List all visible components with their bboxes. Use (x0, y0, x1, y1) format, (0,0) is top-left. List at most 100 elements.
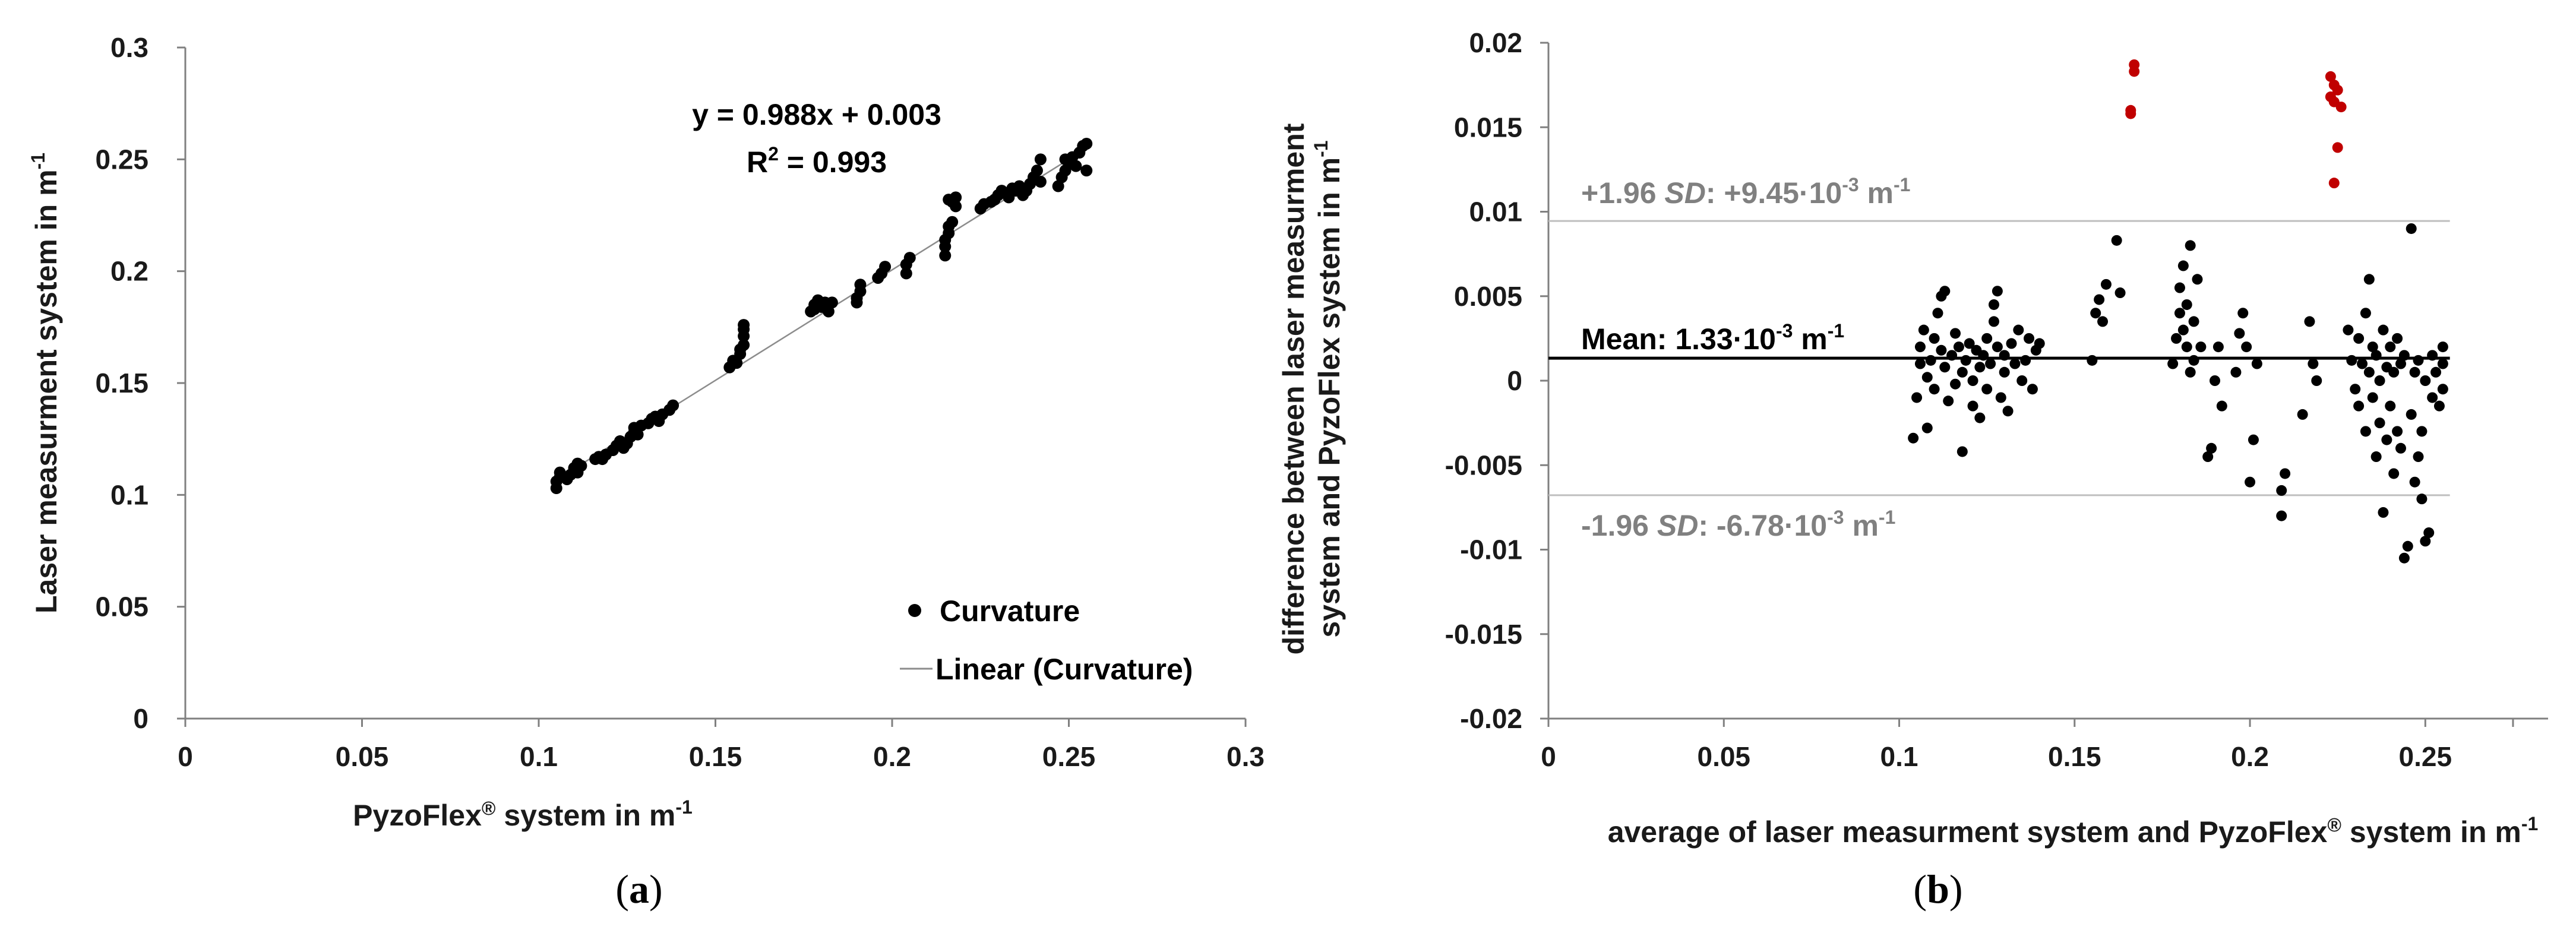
chart-b-point (2374, 375, 2385, 386)
chart-b-point (1981, 384, 1993, 395)
chart-b-outlier-point (2332, 84, 2343, 96)
chart-b-point (1914, 341, 1926, 353)
chart-b-y-label-line1: difference between laser measurment (1277, 123, 1310, 654)
chart-b-point (2020, 355, 2031, 366)
chart-b-point (2363, 366, 2375, 378)
chart-a-equation: y = 0.988x + 0.003 (692, 98, 941, 131)
chart-b-point (2357, 358, 2368, 369)
chart-b-point (1988, 316, 1999, 327)
chart-b-point (1921, 422, 1933, 434)
chart-b-point (2427, 350, 2438, 361)
chart-a-x-tick-label: 0.25 (1042, 741, 1096, 772)
chart-a-point (903, 252, 916, 264)
chart-b-point (2097, 316, 2109, 327)
chart-b-outlier-point (2125, 105, 2136, 116)
chart-a: 0 0.05 0.1 0.15 0.2 0.25 0.3 0 0.05 0.1 0.15 0.2 0.… (27, 32, 1265, 912)
chart-b-point (1988, 299, 1999, 310)
chart-b-point (2087, 355, 2098, 366)
chart-b-y-tick-label: -0.005 (1445, 450, 1522, 480)
chart-b-point (2024, 333, 2035, 344)
chart-a-point (738, 339, 750, 351)
chart-a-point (731, 357, 743, 369)
chart-b-point (1950, 328, 1961, 339)
chart-b-x-tick-label: 0.2 (2231, 741, 2269, 772)
chart-b-outlier-point (2129, 59, 2140, 70)
chart-b-point (2177, 324, 2189, 336)
chart-b-point (2378, 324, 2389, 336)
chart-b-point (1921, 372, 1933, 383)
chart-a-point (822, 305, 835, 318)
chart-b-point (2280, 468, 2291, 479)
chart-b-point (1936, 344, 1947, 356)
chart-b-point (2177, 260, 2189, 271)
chart-b-point (1960, 355, 1971, 366)
chart-b-point (1929, 333, 1940, 344)
chart-b-point (2398, 552, 2410, 564)
chart-b-point (2437, 358, 2448, 369)
chart-b-point (2188, 355, 2199, 366)
chart-b-point (2016, 375, 2028, 386)
chart-a-point (738, 319, 750, 331)
chart-a-point (1034, 153, 1047, 166)
chart-b-point (2304, 316, 2315, 327)
chart-b-x-ticks: 0 0.05 0.1 0.15 0.2 0.25 (1541, 719, 2514, 772)
chart-b-point (1999, 366, 2010, 378)
chart-b-point (1974, 412, 1986, 423)
chart-b-mean-label: Mean: 1.33·10-3 m-1 (1581, 320, 1844, 356)
chart-a-point (1080, 137, 1093, 150)
chart-b-point (2181, 299, 2192, 310)
chart-b-point (1992, 341, 2003, 353)
chart-b-y-tick-label: 0.01 (1469, 197, 1522, 227)
chart-b-upper-loa-label: +1.96 SD: +9.45·10-3 m-1 (1581, 174, 1910, 210)
chart-b-point (2241, 341, 2252, 353)
chart-b-point (2416, 426, 2428, 437)
chart-b-point (2416, 494, 2428, 505)
chart-b-point (1939, 362, 1951, 373)
chart-b-point (2230, 366, 2242, 378)
chart-a-x-tick-label: 0.15 (689, 741, 742, 772)
chart-b-x-label: average of laser measurment system and P… (1608, 813, 2539, 849)
chart-b-point (2311, 375, 2322, 386)
chart-b-point (2427, 392, 2438, 403)
chart-b-point (2395, 442, 2406, 454)
chart-b-point (2237, 308, 2249, 319)
chart-b-point (2174, 282, 2185, 293)
chart-b-point (2420, 375, 2431, 386)
chart-a-y-tick-label: 0 (133, 703, 148, 734)
chart-b-y-tick-label: 0.02 (1469, 27, 1522, 58)
chart-a-point (1059, 153, 1072, 166)
chart-b-point (1967, 400, 1978, 412)
chart-b-point (2433, 400, 2445, 412)
chart-b-point (2423, 527, 2435, 539)
chart-b-point (1981, 333, 1993, 344)
chart-b-point (2343, 324, 2354, 336)
chart-a-point (631, 428, 644, 441)
chart-a-x-tick-label: 0.05 (336, 741, 389, 772)
chart-b-point (1995, 392, 2006, 403)
chart-b-point (2430, 366, 2442, 378)
chart-a-x-label: PyzoFlex® system in m-1 (353, 796, 693, 832)
chart-b-point (1943, 396, 1954, 407)
chart-b-point (1946, 350, 1958, 361)
chart-b-point (2234, 328, 2245, 339)
chart-b-point (2002, 406, 2014, 417)
chart-a-points (550, 137, 1093, 495)
chart-b-point (1950, 378, 1961, 390)
chart-a-point (879, 261, 892, 273)
chart-b-point (1932, 308, 1943, 319)
chart-a-point (826, 296, 838, 309)
chart-b-point (2308, 358, 2319, 369)
chart-a-point (854, 279, 867, 291)
chart-b-point (2094, 294, 2105, 305)
chart-b-y-tick-label: 0.005 (1454, 281, 1522, 312)
chart-a-y-ticks: 0 0.05 0.1 0.15 0.2 0.25 0.3 (95, 32, 185, 734)
chart-a-point (943, 194, 955, 206)
chart-a-x-tick-label: 0 (178, 741, 193, 772)
chart-a-x-tick-label: 0.1 (520, 741, 558, 772)
chart-b-point (2385, 341, 2396, 353)
chart-b-point (1957, 446, 1968, 457)
chart-b-point (2216, 400, 2227, 412)
chart-b-point (2212, 341, 2224, 353)
legend-curvature-label: Curvature (940, 594, 1080, 628)
